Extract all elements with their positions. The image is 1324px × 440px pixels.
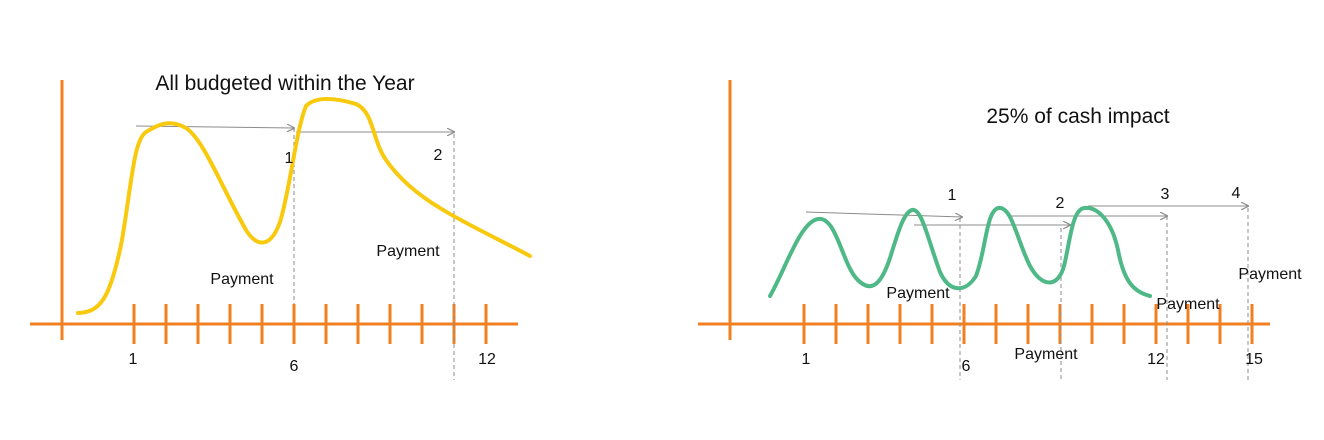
left-title: All budgeted within the Year (155, 72, 414, 95)
right-tick-label: 1 (802, 351, 811, 368)
right-payment-label: Payment (1156, 296, 1220, 313)
right-arrow (805, 211, 962, 217)
right-payment-label: Payment (1238, 266, 1302, 283)
right-marker-number: 3 (1161, 186, 1170, 203)
right-ticks (802, 304, 1254, 344)
left-curve (76, 97, 532, 315)
right-payment-label: Payment (1014, 346, 1078, 363)
left-panel: All budgeted within the Year 1 (30, 72, 532, 380)
left-arrow (135, 126, 294, 128)
right-marker-number: 4 (1232, 185, 1241, 202)
left-payment-label: Payment (210, 271, 274, 288)
right-curve (768, 205, 1152, 298)
right-marker-number: 2 (1056, 195, 1065, 212)
left-tick-label: 1 (129, 351, 138, 368)
left-tick-label: 12 (478, 351, 496, 368)
left-tick-label: 6 (290, 358, 299, 375)
left-payment-label: Payment (376, 243, 440, 260)
right-marker-number: 1 (948, 187, 957, 204)
left-marker-number: 2 (434, 147, 443, 164)
right-tick-label: 6 (962, 358, 971, 375)
right-payment-label: Payment (886, 285, 950, 302)
right-tick-label: 12 (1147, 351, 1165, 368)
left-marker-number: 1 (285, 150, 294, 167)
right-tick-label: 15 (1245, 351, 1263, 368)
right-title: 25% of cash impact (986, 105, 1169, 128)
right-panel: 25% of cash impact (698, 80, 1302, 380)
